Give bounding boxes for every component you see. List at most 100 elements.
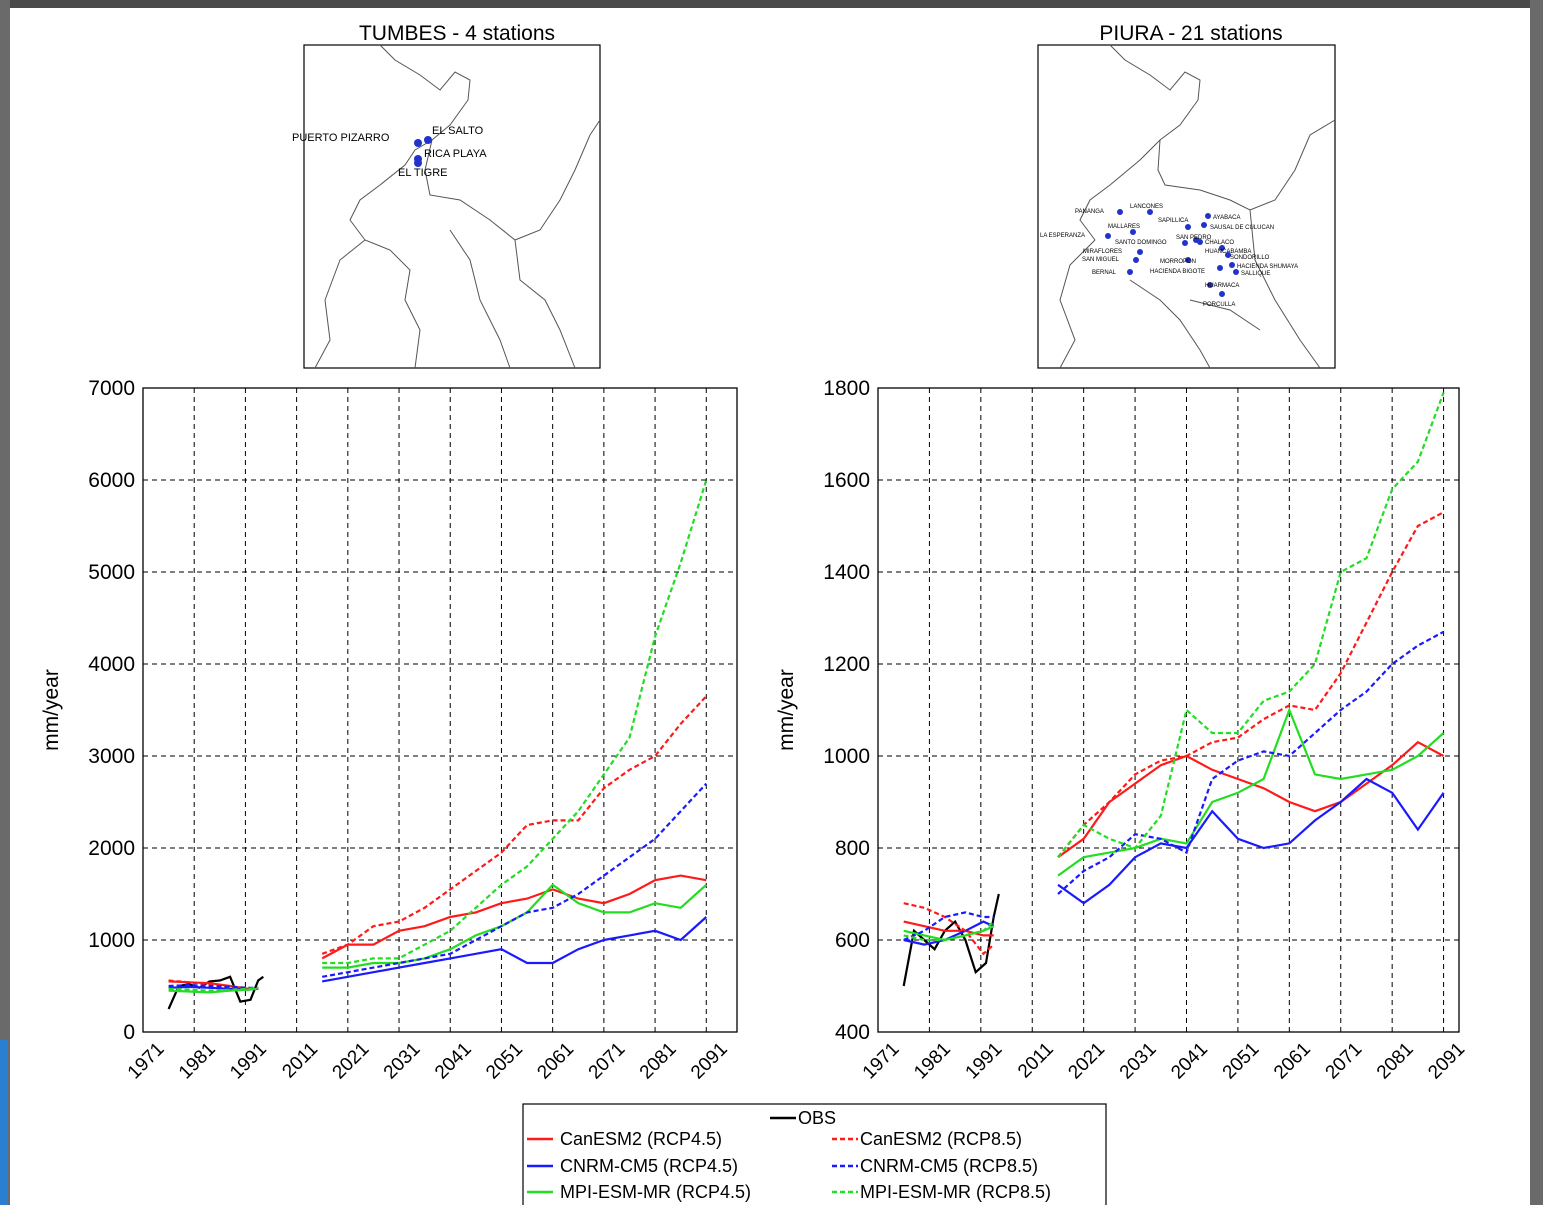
station-label: SONDORILLO: [1230, 255, 1270, 261]
station-label: LANCONES: [1130, 204, 1163, 210]
station-label: HUARMACA: [1205, 283, 1239, 289]
series-line: [902, 893, 1000, 987]
y-tick-label: 6000: [88, 469, 135, 492]
station-dot: [1185, 224, 1191, 230]
chart-title: PIURA - 21 stations: [1099, 22, 1282, 45]
station-dot: [1147, 209, 1153, 215]
series-line: [903, 392, 1445, 942]
station-dot: [414, 139, 422, 147]
station-label: EL SALTO: [432, 125, 484, 137]
legend-label: CanESM2 (RCP8.5): [860, 1129, 1022, 1149]
station-dot: [1229, 262, 1235, 268]
x-tick-label: 1991: [226, 1039, 271, 1084]
x-tick-label: 2091: [1424, 1039, 1469, 1084]
legend-label: CNRM-CM5 (RCP8.5): [860, 1156, 1038, 1176]
station-dot: [1207, 282, 1213, 288]
x-tick-label: 2061: [533, 1039, 578, 1084]
station-dot: [1219, 291, 1225, 297]
x-tick-label: 2061: [1270, 1039, 1315, 1084]
series-line: [903, 740, 1445, 937]
chart-title: TUMBES - 4 stations: [359, 22, 555, 45]
legend-label: MPI-ESM-MR (RCP8.5): [860, 1182, 1051, 1202]
x-tick-label: 2021: [329, 1039, 374, 1084]
y-tick-label: 5000: [88, 561, 135, 584]
station-label: PORCULLA: [1203, 302, 1235, 308]
station-label: SANTO DOMINGO: [1115, 240, 1167, 246]
y-axis-label: mm/year: [40, 669, 63, 751]
station-label: SAPILLICA: [1158, 218, 1188, 224]
y-tick-label: 800: [835, 837, 870, 860]
y-tick-label: 0: [123, 1021, 135, 1044]
station-label: RICA PLAYA: [424, 148, 487, 160]
station-label: MORROPON: [1160, 259, 1196, 265]
station-dot: [1133, 257, 1139, 263]
y-tick-label: 1000: [823, 745, 870, 768]
station-dot: [1117, 209, 1123, 215]
window-top-border: [0, 0, 1543, 8]
station-dot: [414, 159, 422, 167]
y-tick-label: 600: [835, 929, 870, 952]
series-line: [168, 479, 708, 992]
station-label: EL TIGRE: [398, 167, 448, 179]
series-line: [903, 630, 1445, 942]
y-tick-label: 7000: [88, 377, 135, 400]
station-label: MIRAFLORES: [1083, 249, 1122, 255]
y-tick-label: 1800: [823, 377, 870, 400]
x-tick-label: 2021: [1064, 1039, 1109, 1084]
x-tick-label: 2011: [1014, 1039, 1058, 1083]
station-label: HUANCABAMBA: [1205, 249, 1251, 255]
station-label: SALLIQUE: [1241, 271, 1270, 277]
station-label: HACIENDA BIGOTE: [1150, 269, 1205, 275]
plot-area: [877, 387, 1459, 1033]
station-dot: [1219, 245, 1225, 251]
station-dot: [1225, 252, 1231, 258]
series-line: [168, 782, 708, 989]
series-line: [903, 706, 1445, 942]
series-line: [168, 695, 708, 990]
x-tick-label: 2071: [1322, 1039, 1367, 1084]
y-tick-label: 1000: [88, 929, 135, 952]
station-label: MALLARES: [1108, 224, 1140, 230]
x-tick-label: 2051: [482, 1039, 527, 1084]
desktop-edge: [0, 1040, 8, 1205]
station-label: SAN MIGUEL: [1082, 257, 1120, 263]
station-label: BERNAL: [1092, 270, 1117, 276]
station-label: CHALACO: [1205, 240, 1234, 246]
station-dot: [1185, 257, 1191, 263]
station-dot: [424, 136, 432, 144]
station-dot: [1127, 269, 1133, 275]
station-dot: [1201, 222, 1207, 228]
y-tick-label: 4000: [88, 653, 135, 676]
plot-frame: [877, 387, 1460, 1033]
legend-box: [522, 1103, 1107, 1205]
station-dot: [1105, 233, 1111, 239]
x-tick-label: 2031: [380, 1039, 425, 1084]
x-tick-label: 2041: [1167, 1039, 1212, 1084]
y-tick-label: 1400: [823, 561, 870, 584]
x-tick-label: 2091: [687, 1039, 732, 1084]
legend-label: OBS: [798, 1108, 836, 1128]
window-left-border: [0, 0, 10, 1205]
station-dot: [1182, 240, 1188, 246]
map-piura: [1037, 44, 1336, 369]
x-tick-label: 2041: [431, 1039, 476, 1084]
x-tick-label: 2011: [278, 1039, 322, 1083]
y-tick-label: 400: [835, 1021, 870, 1044]
map-tumbes: [303, 44, 601, 369]
series-line: [903, 511, 1445, 956]
station-dot: [1130, 229, 1136, 235]
station-dot: [1233, 269, 1239, 275]
station-label: PUERTO PIZARRO: [292, 132, 390, 144]
window-right-border: [1530, 0, 1543, 1205]
x-tick-label: 2081: [636, 1039, 681, 1084]
station-label: AYABACA: [1213, 215, 1240, 221]
y-axis-label: mm/year: [775, 669, 798, 751]
x-tick-label: 2071: [585, 1039, 630, 1084]
station-label: LA ESPERANZA: [1040, 233, 1085, 239]
y-tick-label: 2000: [88, 837, 135, 860]
series-line: [903, 777, 1445, 946]
y-tick-label: 3000: [88, 745, 135, 768]
station-label: PANANGA: [1075, 209, 1104, 215]
station-label: HACIENDA SHUMAYA: [1237, 264, 1298, 270]
